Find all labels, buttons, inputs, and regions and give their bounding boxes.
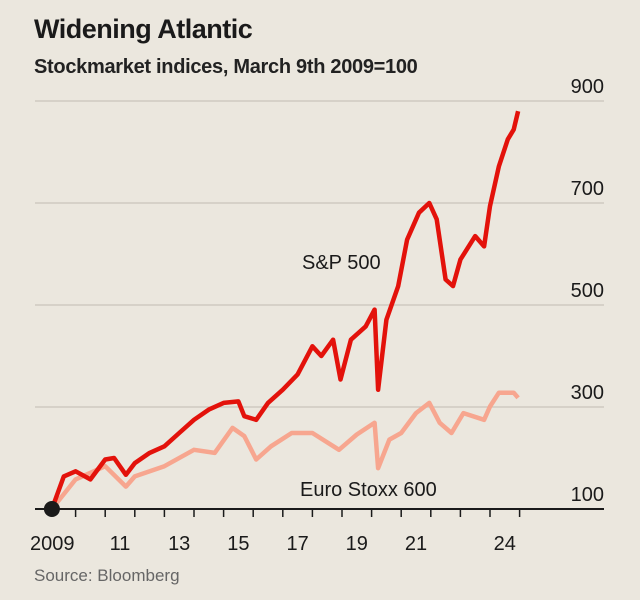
y-tick-label-900: 900	[571, 76, 604, 98]
x-tick-label-2021: 21	[405, 533, 427, 555]
x-tick-label-2013: 13	[168, 533, 190, 555]
y-tick-label-500: 500	[571, 280, 604, 302]
x-tick-label-2011: 11	[110, 533, 131, 555]
x-tick-label-2024: 24	[494, 533, 516, 555]
x-tick-label-2009: 2009	[30, 533, 75, 555]
chart-subtitle: Stockmarket indices, March 9th 2009=100	[34, 56, 418, 78]
y-tick-label-100: 100	[571, 484, 604, 506]
x-tick-label-2017: 17	[286, 533, 308, 555]
chart-title: Widening Atlantic	[34, 14, 253, 44]
start-marker	[43, 501, 60, 517]
x-tick-label-2015: 15	[227, 533, 249, 555]
y-tick-label-700: 700	[571, 178, 604, 200]
x-tick-label-2019: 19	[346, 533, 368, 555]
y-tick-label-300: 300	[571, 382, 604, 404]
source-note: Source: Bloomberg	[34, 566, 180, 585]
series-label-eurostoxx: Euro Stoxx 600	[300, 479, 437, 501]
series-line-eurostoxx	[50, 390, 520, 511]
series-line-sp500	[49, 110, 521, 510]
series-label-sp500: S&P 500	[302, 252, 381, 274]
